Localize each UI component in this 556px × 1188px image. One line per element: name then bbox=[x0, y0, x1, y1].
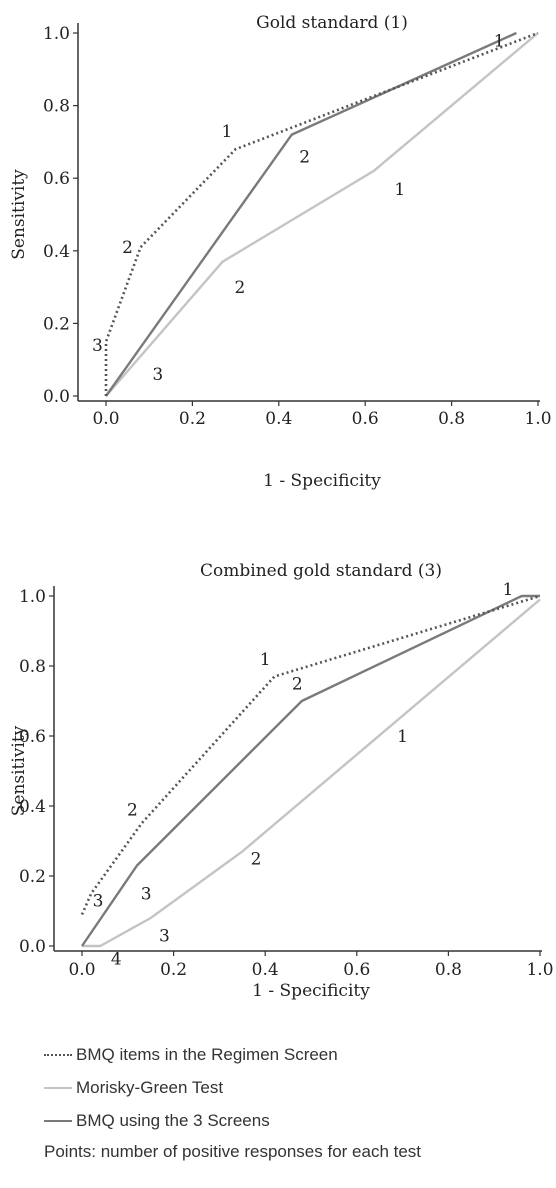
point-label: 4 bbox=[111, 949, 122, 969]
y-tick-label: 0.8 bbox=[19, 657, 46, 677]
legend: BMQ items in the Regimen Screen Morisky-… bbox=[44, 1038, 544, 1167]
point-label: 2 bbox=[235, 278, 246, 298]
y-tick-label: 0.6 bbox=[19, 727, 46, 747]
roc-chart-gold-standard: 0.0 0.2 0.4 0.6 0.8 1.0 0.0 0.2 0.4 0.6 0.8 1.0 Gold… bbox=[9, 13, 552, 491]
point-label: 3 bbox=[141, 885, 152, 905]
point-label: 3 bbox=[152, 365, 163, 385]
point-label: 2 bbox=[299, 147, 310, 167]
point-label: 2 bbox=[122, 238, 133, 258]
legend-label-morisky-green: Morisky-Green Test bbox=[76, 1077, 224, 1097]
y-tick-label: 1.0 bbox=[19, 587, 46, 607]
y-tick-label: 0.4 bbox=[19, 797, 46, 817]
x-tick-label: 0.2 bbox=[160, 960, 187, 980]
legend-note: Points: number of positive responses for… bbox=[44, 1142, 422, 1161]
chart-title: Combined gold standard (3) bbox=[200, 561, 442, 581]
y-tick-label: 0.2 bbox=[19, 867, 46, 887]
y-tick-label: 0.6 bbox=[43, 169, 70, 189]
x-tick-label: 0.0 bbox=[68, 960, 95, 980]
y-axis-label: Sensitivity bbox=[9, 169, 29, 260]
legend-item-regimen-screen: BMQ items in the Regimen Screen bbox=[44, 1038, 544, 1071]
point-label: 1 bbox=[222, 122, 233, 142]
x-axis-label: 1 - Specificity bbox=[263, 471, 381, 491]
x-axis-label: 1 - Specificity bbox=[252, 981, 370, 1001]
point-label: 3 bbox=[93, 892, 104, 912]
y-tick-label: 1.0 bbox=[43, 24, 70, 44]
series-line-bmq-items-in-the-regimen-screen bbox=[80, 594, 541, 916]
y-axis-label: Sensitivity bbox=[9, 725, 29, 816]
legend-swatch-regimen-screen bbox=[44, 1053, 72, 1056]
point-label: 2 bbox=[251, 850, 262, 870]
x-tick-label: 1.0 bbox=[526, 960, 553, 980]
point-label: 1 bbox=[397, 727, 408, 747]
x-tick-label: 0.0 bbox=[92, 409, 119, 429]
point-label: 1 bbox=[494, 31, 505, 51]
roc-figure: 0.0 0.2 0.4 0.6 0.8 1.0 0.0 0.2 0.4 0.6 0.8 1.0 Gold… bbox=[9, 13, 554, 1001]
series-line-bmq-using-the-3-screens bbox=[81, 594, 540, 947]
x-tick-label: 1.0 bbox=[524, 409, 551, 429]
legend-label-three-screens: BMQ using the 3 Screens bbox=[76, 1110, 270, 1130]
x-tick-label: 0.8 bbox=[438, 409, 465, 429]
point-label: 2 bbox=[292, 675, 303, 695]
x-tick-label: 0.4 bbox=[252, 960, 279, 980]
chart-title: Gold standard (1) bbox=[256, 13, 408, 33]
legend-swatch-morisky-green bbox=[44, 1086, 72, 1089]
y-tick-label: 0.0 bbox=[19, 937, 46, 957]
x-tick-label: 0.6 bbox=[352, 409, 379, 429]
point-label: 1 bbox=[503, 580, 514, 600]
series-line-morisky-green-test bbox=[105, 32, 539, 397]
y-tick-label: 0.8 bbox=[43, 97, 70, 117]
roc-chart-combined-gold-standard: 0.0 0.2 0.4 0.6 0.8 1.0 0.0 0.2 0.4 0.6 0.8 1.0 Comb… bbox=[9, 561, 554, 1001]
legend-item-three-screens: BMQ using the 3 Screens bbox=[44, 1104, 544, 1137]
point-label: 1 bbox=[394, 180, 405, 200]
point-label: 3 bbox=[159, 927, 170, 947]
series-line-bmq-items-in-the-regimen-screen bbox=[104, 31, 539, 396]
point-label: 2 bbox=[127, 801, 138, 821]
legend-label-regimen-screen: BMQ items in the Regimen Screen bbox=[76, 1044, 338, 1064]
legend-item-morisky-green: Morisky-Green Test bbox=[44, 1071, 544, 1104]
x-tick-label: 0.8 bbox=[435, 960, 462, 980]
x-tick-label: 0.4 bbox=[265, 409, 292, 429]
y-tick-label: 0.2 bbox=[43, 314, 70, 334]
x-tick-label: 0.6 bbox=[343, 960, 370, 980]
point-label: 1 bbox=[260, 650, 271, 670]
point-label: 3 bbox=[92, 336, 103, 356]
y-tick-label: 0.4 bbox=[43, 242, 70, 262]
x-tick-label: 0.2 bbox=[179, 409, 206, 429]
y-tick-label: 0.0 bbox=[43, 387, 70, 407]
legend-swatch-three-screens bbox=[44, 1119, 72, 1122]
series-line-morisky-green-test bbox=[82, 598, 541, 948]
series-line-bmq-using-the-3-screens bbox=[105, 31, 517, 397]
